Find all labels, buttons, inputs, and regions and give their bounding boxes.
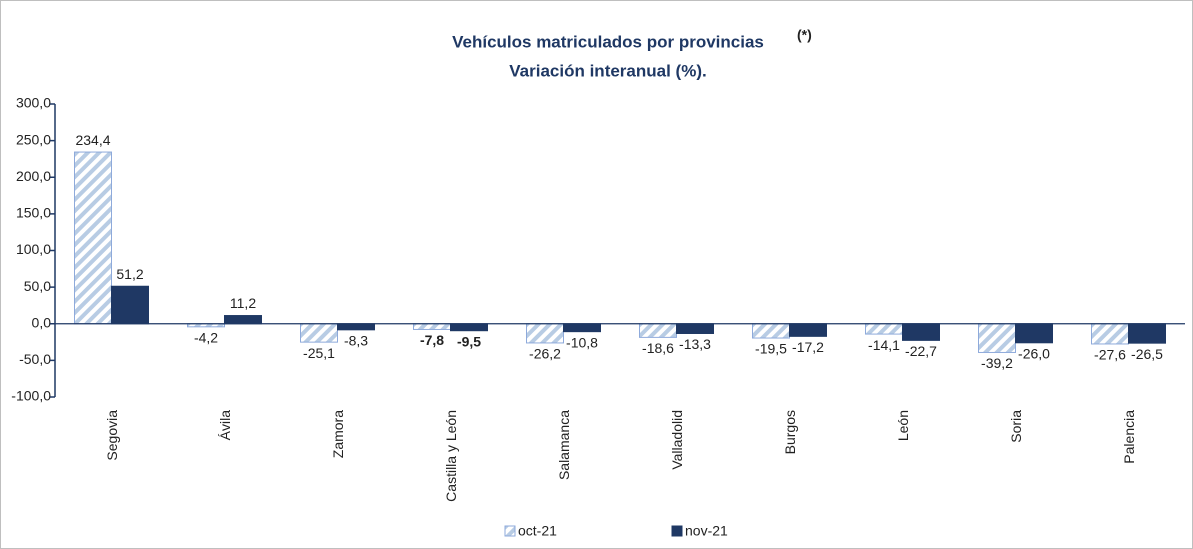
data-label: -14,1 — [868, 337, 900, 353]
x-tick-label: Soria — [1008, 410, 1024, 443]
bar — [224, 315, 262, 325]
y-tick-label: 300,0 — [16, 95, 51, 111]
y-tick-label: 250,0 — [16, 131, 51, 147]
data-label: -25,1 — [303, 345, 335, 361]
legend-label: nov-21 — [685, 523, 728, 539]
y-tick-label: 150,0 — [16, 205, 51, 221]
data-label: -19,5 — [755, 341, 787, 357]
data-label: -7,8 — [420, 332, 444, 348]
bar — [450, 323, 488, 332]
y-tick-label: 200,0 — [16, 168, 51, 184]
y-tick-label: 0,0 — [32, 314, 52, 330]
bar — [902, 323, 940, 341]
chart-title: Vehículos matriculados por provincias — [452, 32, 764, 51]
data-label: -39,2 — [981, 355, 1013, 371]
bar — [111, 285, 149, 325]
title-note: (*) — [797, 27, 812, 43]
bar — [865, 323, 903, 335]
y-tick-label: -100,0 — [11, 388, 51, 404]
data-label: -26,5 — [1131, 346, 1163, 362]
data-label: 11,2 — [230, 295, 256, 311]
bar — [337, 323, 375, 331]
bar — [74, 151, 112, 325]
data-label: -27,6 — [1094, 347, 1126, 363]
chart-subtitle: Variación interanual (%). — [509, 61, 706, 80]
data-label: 234,4 — [75, 132, 110, 148]
bar — [1015, 323, 1053, 344]
data-label: 51,2 — [116, 266, 143, 282]
data-label: -26,0 — [1018, 345, 1050, 361]
bar — [413, 323, 451, 330]
bar — [563, 323, 601, 333]
y-tick-label: -50,0 — [19, 351, 51, 367]
data-label: -26,2 — [529, 346, 561, 362]
data-label: -10,8 — [566, 334, 598, 350]
bar — [978, 323, 1016, 353]
y-tick-label: 100,0 — [16, 241, 51, 257]
data-label: -8,3 — [344, 333, 368, 349]
y-tick-label: 50,0 — [24, 278, 51, 294]
bar — [1091, 323, 1129, 345]
x-tick-label: León — [895, 410, 911, 441]
x-tick-label: Zamora — [330, 410, 346, 458]
bar — [300, 323, 338, 343]
x-tick-label: Salamanca — [556, 410, 572, 480]
bar — [752, 323, 790, 339]
bar — [526, 323, 564, 344]
bar — [789, 323, 827, 337]
x-tick-label: Segovia — [104, 410, 120, 461]
x-tick-label: Ávila — [217, 410, 233, 441]
x-tick-label: Castilla y León — [443, 410, 459, 502]
data-label: -18,6 — [642, 340, 674, 356]
bar — [676, 323, 714, 334]
legend-swatch — [671, 525, 683, 537]
data-label: -13,3 — [679, 336, 711, 352]
x-tick-label: Palencia — [1121, 410, 1137, 464]
legend-label: oct-21 — [518, 523, 557, 539]
legend-swatch — [504, 525, 516, 537]
x-tick-label: Valladolid — [669, 410, 685, 470]
bar — [1128, 323, 1166, 344]
bar — [639, 323, 677, 338]
data-label: -17,2 — [792, 339, 824, 355]
x-tick-label: Burgos — [782, 410, 798, 454]
data-label: -4,2 — [194, 330, 218, 346]
data-label: -22,7 — [905, 343, 937, 359]
data-label: -9,5 — [457, 333, 481, 349]
